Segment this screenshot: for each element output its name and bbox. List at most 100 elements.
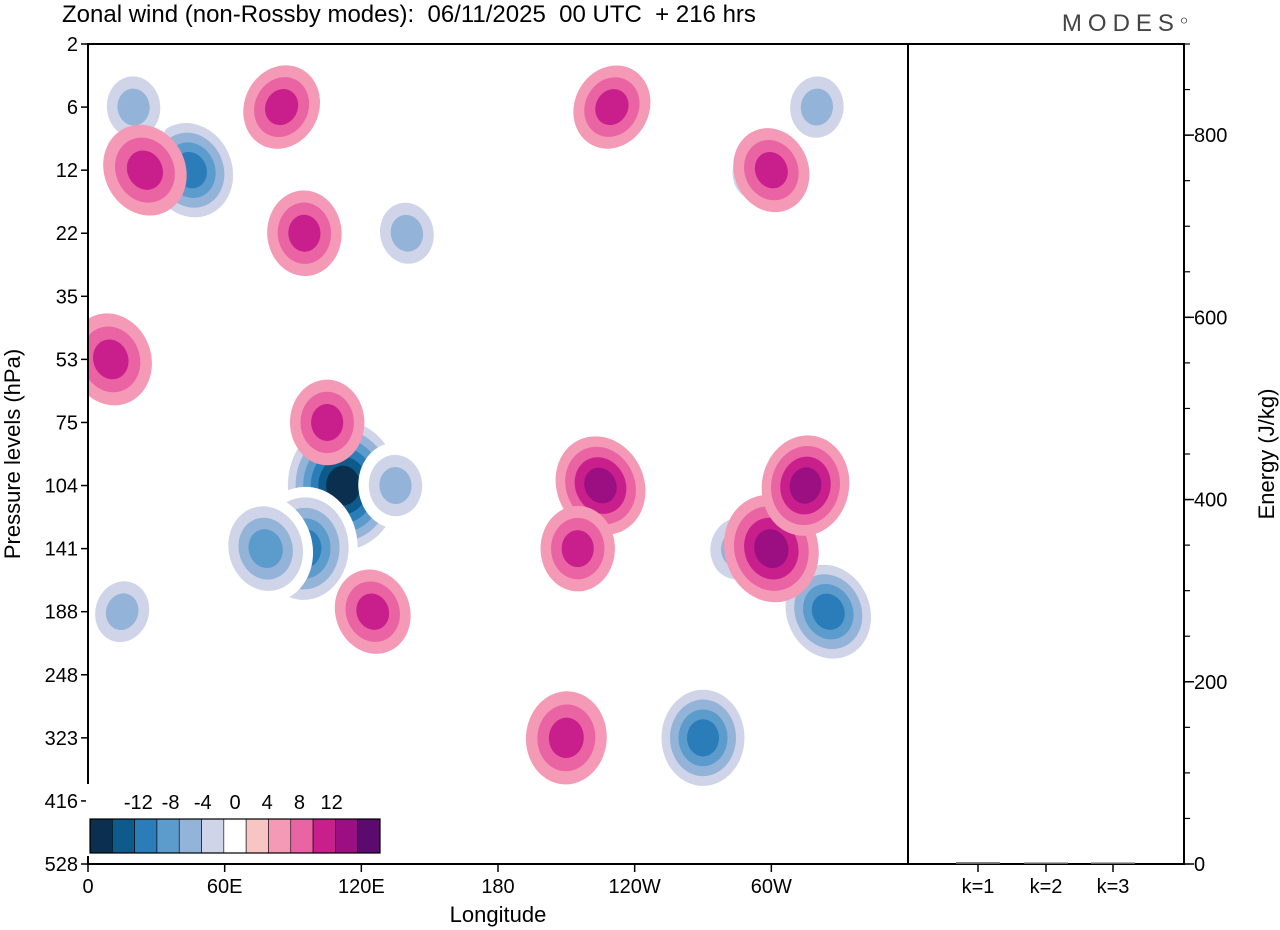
y-tick-label: 416	[45, 791, 78, 813]
colorbar: -12 -8 -4 0 4 8 12	[86, 784, 384, 856]
y-tick-label: 104	[45, 476, 78, 498]
contour-band	[105, 593, 139, 631]
contour-band	[326, 465, 361, 506]
y-tick-label: 248	[45, 665, 78, 687]
energy-bar	[1091, 862, 1135, 864]
contour-band	[126, 150, 164, 190]
contour-band	[117, 88, 150, 126]
wind-feature	[652, 679, 754, 796]
x-tick-label: 60W	[751, 876, 792, 898]
contour-band	[92, 339, 129, 380]
y-tick-label: 528	[45, 854, 78, 876]
wind-feature	[267, 190, 342, 277]
contour-band	[811, 593, 845, 630]
colorbar-swatch	[223, 818, 247, 854]
colorbar-swatch	[245, 818, 269, 854]
wind-feature	[103, 124, 187, 216]
wind-feature	[525, 691, 607, 785]
contour-band	[584, 467, 617, 504]
y-tick-label: 6	[67, 97, 78, 119]
wind-feature	[779, 64, 855, 150]
wind-feature	[369, 190, 445, 276]
y-tick-label: 22	[56, 223, 78, 245]
contour-band	[248, 529, 283, 569]
x-axis-label: Longitude	[450, 902, 547, 927]
x-tick-label: 180	[481, 876, 514, 898]
contour-band	[379, 467, 412, 505]
colorbar-swatch	[112, 818, 135, 854]
energy-plot-border	[907, 43, 1185, 865]
x-tick-label: 60E	[207, 876, 243, 898]
contour-band	[754, 151, 788, 189]
wind-feature	[540, 505, 615, 592]
logo-text: MODES	[1061, 10, 1180, 37]
contour-band	[686, 719, 720, 757]
x-tick-label: 120E	[338, 876, 385, 898]
energy-category-label: k=1	[962, 876, 995, 898]
contour-band	[754, 529, 789, 569]
y-axis: 2 6 12 22 35 53 75 104 141 188 248 323 416 528	[45, 34, 88, 876]
wind-feature	[289, 379, 365, 466]
colorbar-swatch	[156, 818, 180, 854]
wind-feature	[573, 65, 651, 149]
contour-band	[595, 89, 629, 126]
colorbar-swatch	[178, 818, 202, 854]
contour-band	[789, 467, 822, 504]
colorbar-border	[89, 818, 381, 854]
contour-band	[311, 403, 344, 441]
wind-feature	[88, 313, 152, 406]
contour-band	[561, 530, 594, 568]
energy-axis-label: Energy (J/kg)	[1254, 389, 1279, 520]
contour-band	[356, 593, 390, 630]
contour-band	[288, 214, 321, 252]
y-tick-label: 12	[56, 160, 78, 182]
contour-band	[800, 88, 834, 126]
energy-panel: 0 200 400 600 800 k=1 k=2 k=3	[907, 43, 1227, 898]
colorbar-label: 0	[229, 792, 240, 814]
colorbar-label: -8	[162, 792, 180, 814]
energy-category-label: k=3	[1097, 876, 1130, 898]
energy-bar	[956, 862, 1000, 864]
colorbar-swatch	[357, 818, 381, 854]
x-tick-label: 0	[82, 876, 93, 898]
energy-tick-label: 0	[1194, 854, 1205, 876]
colorbar-swatch	[201, 818, 225, 854]
colorbar-label: 8	[294, 792, 305, 814]
colorbar-swatch	[89, 818, 113, 854]
energy-category-label: k=2	[1030, 876, 1063, 898]
y-tick-label: 53	[56, 349, 78, 371]
contour-band	[265, 89, 299, 126]
colorbar-label: 12	[321, 792, 343, 814]
colorbar-swatch	[268, 818, 292, 854]
wind-feature	[358, 442, 433, 529]
energy-tick-label: 200	[1194, 672, 1227, 694]
contour-band	[390, 214, 424, 252]
chart-title: Zonal wind (non-Rossby modes): 06/11/202…	[62, 1, 756, 28]
modes-logo: MODES○	[1061, 10, 1188, 37]
wind-feature	[334, 569, 411, 654]
wind-feature	[761, 435, 850, 536]
wind-feature	[88, 569, 160, 655]
colorbar-swatch	[134, 818, 158, 854]
x-tick-label: 120W	[609, 876, 661, 898]
colorbar-swatch	[335, 818, 358, 854]
colorbar-label: -12	[124, 792, 153, 814]
wind-feature	[733, 128, 810, 213]
energy-tick-label: 600	[1194, 307, 1227, 329]
y-tick-label: 141	[45, 539, 78, 561]
y-tick-label: 323	[45, 728, 78, 750]
wind-feature	[243, 65, 320, 149]
energy-bar	[1024, 862, 1068, 864]
y-tick-label: 188	[45, 602, 78, 624]
colorbar-swatch	[290, 818, 314, 854]
energy-tick-label: 800	[1194, 125, 1227, 147]
y-tick-label: 2	[67, 34, 78, 56]
wind-field	[88, 64, 880, 796]
y-tick-label: 35	[56, 286, 78, 308]
x-axis: 0 60E 120E 180 120W 60W	[82, 864, 792, 898]
colorbar-label: -4	[194, 792, 212, 814]
colorbar-swatch	[312, 818, 336, 854]
contour-band	[548, 717, 584, 759]
energy-tick-label: 400	[1194, 490, 1227, 512]
